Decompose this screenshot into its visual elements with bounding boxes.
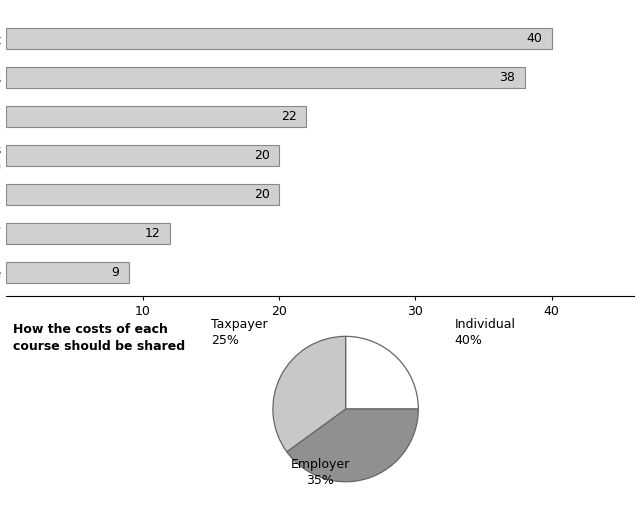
Text: Individual
40%: Individual 40% bbox=[454, 318, 515, 347]
Wedge shape bbox=[287, 409, 419, 482]
Bar bbox=[6, 145, 279, 166]
Bar bbox=[6, 262, 129, 283]
Text: 38: 38 bbox=[499, 71, 515, 84]
Text: 22: 22 bbox=[281, 110, 297, 123]
Bar bbox=[6, 28, 552, 49]
Text: 20: 20 bbox=[253, 188, 269, 201]
Bar bbox=[6, 67, 525, 88]
Wedge shape bbox=[273, 336, 346, 452]
Text: How the costs of each
course should be shared: How the costs of each course should be s… bbox=[13, 323, 185, 353]
Text: Taxpayer
25%: Taxpayer 25% bbox=[211, 318, 268, 347]
Bar bbox=[6, 184, 279, 205]
Text: 40: 40 bbox=[526, 32, 542, 45]
Wedge shape bbox=[346, 336, 419, 409]
Text: 20: 20 bbox=[253, 149, 269, 162]
Text: Employer
35%: Employer 35% bbox=[291, 459, 349, 487]
Bar bbox=[6, 223, 170, 244]
Text: 9: 9 bbox=[112, 266, 120, 279]
Text: 12: 12 bbox=[145, 227, 161, 240]
Bar bbox=[6, 106, 307, 127]
